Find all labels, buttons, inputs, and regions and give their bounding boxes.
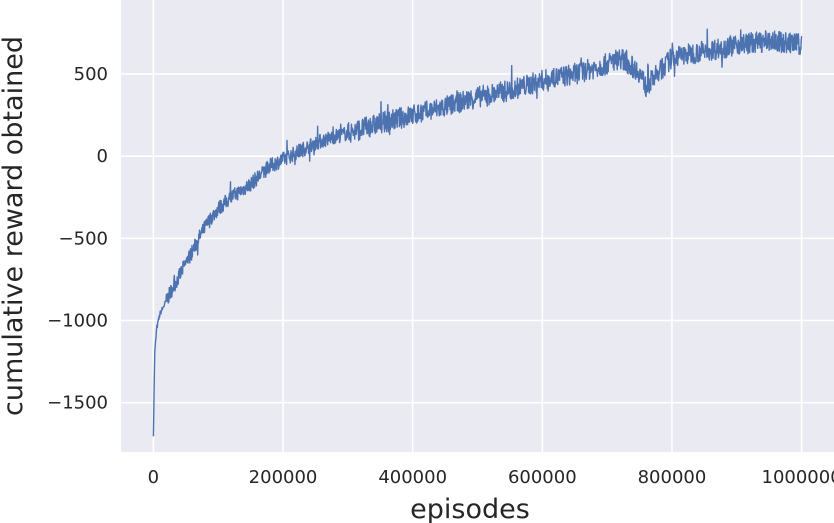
x-tick-label: 800000 xyxy=(638,467,707,488)
x-tick-label: 1000000 xyxy=(762,467,834,488)
x-tick-label: 400000 xyxy=(378,467,447,488)
grid-lines xyxy=(121,0,834,452)
x-tick-label: 200000 xyxy=(249,467,318,488)
plot-background xyxy=(121,0,834,452)
y-axis-label: cumulative reward obtained xyxy=(0,36,29,416)
x-tick-label: 0 xyxy=(148,467,159,488)
reward-series-line xyxy=(152,28,803,437)
x-tick-label: 600000 xyxy=(508,467,577,488)
y-tick-label: −1000 xyxy=(47,311,108,332)
y-tick-label: 0 xyxy=(97,146,108,167)
y-tick-label: −1500 xyxy=(47,393,108,414)
y-tick-label: 500 xyxy=(74,64,108,85)
series-layer xyxy=(152,28,803,437)
y-tick-label: −500 xyxy=(59,228,108,249)
x-axis-label: episodes xyxy=(410,494,530,523)
y-tick-labels: −1500 −1000 −500 0 500 xyxy=(47,64,108,414)
x-tick-labels: 0 200000 400000 600000 800000 1000000 xyxy=(148,467,834,488)
